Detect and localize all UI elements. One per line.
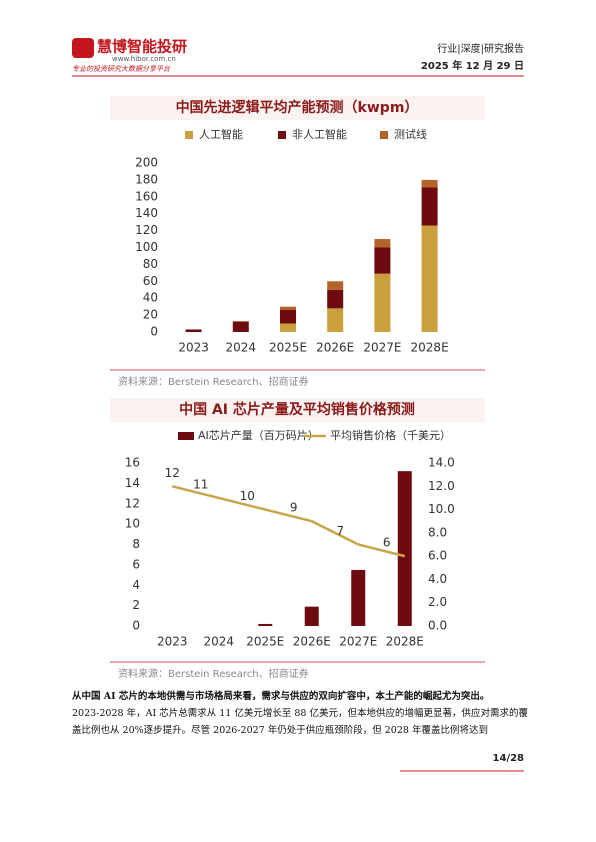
chart-title: 中国先进逻辑平均产能预测（kwpm） bbox=[176, 99, 419, 116]
category: 行业|深度|研究报告 bbox=[437, 42, 524, 55]
title-band bbox=[110, 96, 485, 120]
legend-label: 测试线 bbox=[394, 127, 427, 141]
title-band bbox=[110, 398, 485, 422]
y-tick-label: 180 bbox=[135, 172, 158, 186]
bar bbox=[351, 569, 366, 626]
y2-tick-label: 0.0 bbox=[428, 619, 447, 633]
x-tick-label: 2026E bbox=[316, 341, 354, 355]
data-label: 7 bbox=[336, 524, 344, 538]
y2-tick-label: 4.0 bbox=[428, 572, 447, 586]
y-tick-label: 0 bbox=[132, 619, 140, 633]
bar-segment bbox=[327, 289, 344, 309]
site: www.hibor.com.cn bbox=[112, 55, 176, 63]
x-tick-label: 2028E bbox=[411, 341, 449, 355]
data-label: 12 bbox=[165, 466, 180, 480]
bar-segment bbox=[327, 281, 344, 290]
y-tick-label: 12 bbox=[125, 496, 140, 510]
bar-segment bbox=[374, 239, 391, 248]
legend-swatch bbox=[380, 131, 388, 139]
logo: 慧博智能投研 bbox=[97, 38, 187, 56]
y-tick-label: 100 bbox=[135, 240, 158, 254]
y-tick-label: 80 bbox=[143, 257, 158, 271]
y-tick-label: 14 bbox=[125, 476, 140, 490]
chart-title: 中国 AI 芯片产量及平均销售价格预测 bbox=[179, 401, 415, 418]
x-tick-label: 2023 bbox=[157, 635, 188, 649]
lead: 从中国 AI 芯片的本地供需与市场格局来看，需求与供应的双向扩容中，本土产能的崛… bbox=[72, 691, 490, 702]
y-tick-label: 6 bbox=[132, 557, 140, 571]
y2-tick-label: 14.0 bbox=[428, 456, 455, 470]
paragraph: 2023-2028 年，AI 芯片总需求从 11 亿美元增长至 88 亿美元，但… bbox=[72, 708, 528, 736]
bar-segment bbox=[232, 321, 249, 322]
tagline: 专业的投资研究大数据分享平台 bbox=[72, 65, 171, 73]
bar-segment bbox=[232, 321, 249, 332]
bar-segment bbox=[374, 247, 391, 274]
bar-segment bbox=[374, 273, 391, 332]
y-tick-label: 2 bbox=[132, 598, 140, 612]
legend-swatch bbox=[278, 131, 286, 139]
data-label: 10 bbox=[240, 489, 255, 503]
source: 资料来源：Berstein Research、招商证券 bbox=[118, 375, 309, 388]
y2-tick-label: 12.0 bbox=[428, 479, 455, 493]
source: 资料来源：Berstein Research、招商证券 bbox=[118, 667, 309, 680]
y-tick-label: 20 bbox=[143, 308, 158, 322]
y-tick-label: 0 bbox=[150, 325, 158, 339]
data-label: 6 bbox=[383, 536, 391, 550]
legend-label: AI芯片产量（百万码片） bbox=[198, 428, 319, 442]
y-tick-label: 120 bbox=[135, 223, 158, 237]
bar-segment bbox=[280, 323, 296, 332]
x-tick-label: 2024 bbox=[203, 635, 234, 649]
y-tick-label: 60 bbox=[143, 274, 158, 288]
bar-segment bbox=[421, 179, 438, 188]
legend-label: 非人工智能 bbox=[292, 127, 347, 141]
x-tick-label: 2027E bbox=[363, 341, 401, 355]
x-tick-label: 2028E bbox=[386, 635, 424, 649]
y-tick-label: 200 bbox=[135, 156, 158, 170]
x-tick-label: 2024 bbox=[226, 341, 257, 355]
y2-tick-label: 2.0 bbox=[428, 595, 447, 609]
y-tick-label: 160 bbox=[135, 189, 158, 203]
bar-segment bbox=[421, 187, 438, 226]
bar-segment bbox=[421, 225, 438, 332]
date: 2025 年 12 月 29 日 bbox=[421, 59, 524, 72]
y-tick-label: 10 bbox=[125, 517, 140, 531]
x-tick-label: 2023 bbox=[178, 341, 209, 355]
y-tick-label: 8 bbox=[132, 537, 140, 551]
data-label: 9 bbox=[290, 501, 298, 515]
page-number: 14/28 bbox=[493, 753, 525, 764]
bar bbox=[304, 606, 319, 626]
legend-swatch bbox=[185, 131, 193, 139]
y-tick-label: 4 bbox=[132, 578, 140, 592]
bar bbox=[258, 623, 273, 626]
bar-segment bbox=[185, 329, 202, 332]
x-tick-label: 2027E bbox=[339, 635, 377, 649]
y-tick-label: 140 bbox=[135, 206, 158, 220]
legend-label: 人工智能 bbox=[199, 127, 243, 141]
bar-segment bbox=[280, 310, 296, 324]
logo-icon bbox=[72, 38, 94, 58]
legend-label: 平均销售价格（千美元） bbox=[330, 428, 451, 442]
y2-tick-label: 6.0 bbox=[428, 549, 447, 563]
bar bbox=[397, 471, 412, 626]
x-tick-label: 2026E bbox=[293, 635, 331, 649]
bar-segment bbox=[280, 306, 296, 311]
line bbox=[171, 485, 406, 558]
x-tick-label: 2025E bbox=[246, 635, 284, 649]
data-label: 11 bbox=[193, 477, 208, 491]
bar-segment bbox=[327, 308, 344, 332]
y2-tick-label: 8.0 bbox=[428, 525, 447, 539]
y-tick-label: 40 bbox=[143, 291, 158, 305]
legend-swatch bbox=[178, 432, 194, 440]
x-tick-label: 2025E bbox=[269, 341, 307, 355]
y2-tick-label: 10.0 bbox=[428, 502, 455, 516]
y-tick-label: 16 bbox=[125, 456, 140, 470]
